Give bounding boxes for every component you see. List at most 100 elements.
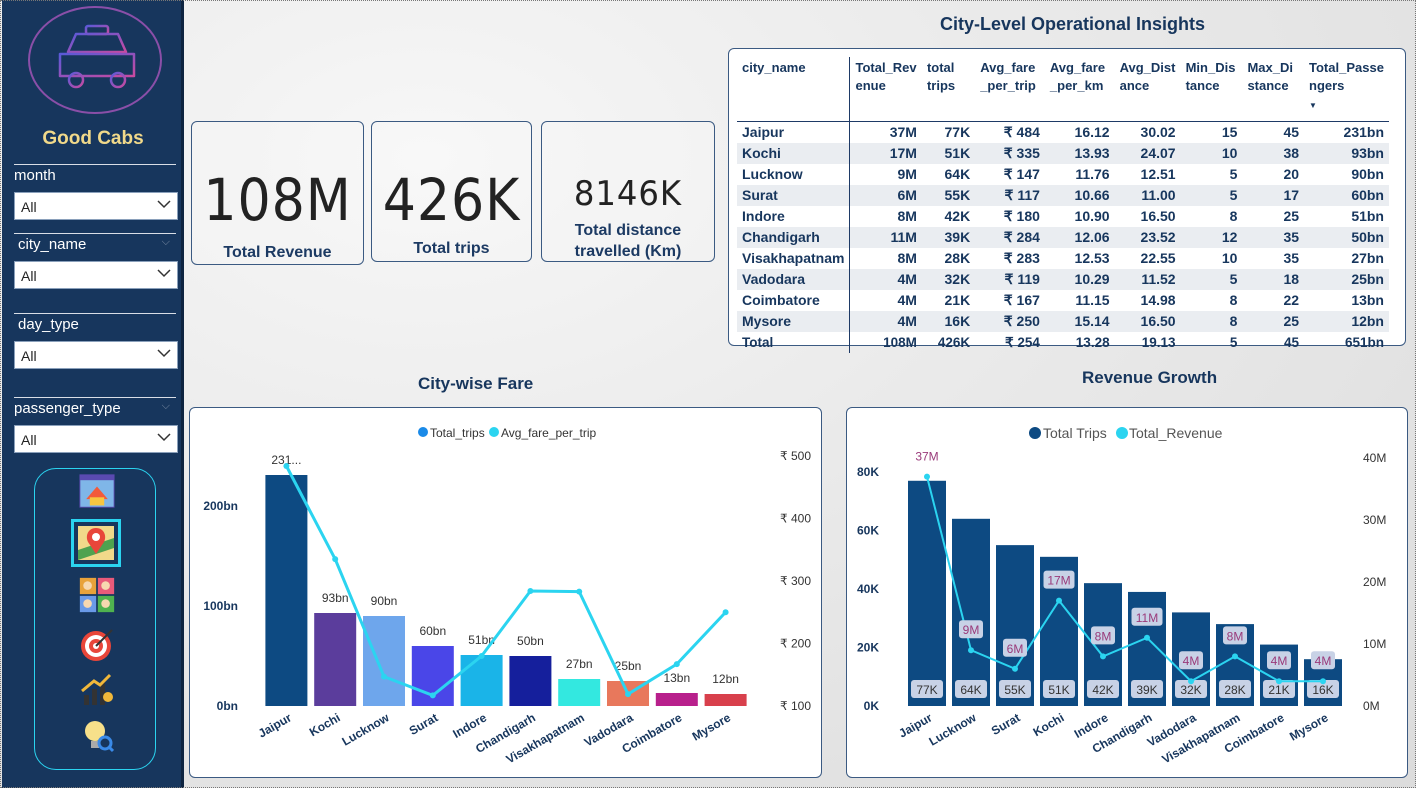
collapse-chevron-icon[interactable]: ⌵ <box>161 400 170 412</box>
bar-label: 28K <box>1224 683 1245 697</box>
bar-label: 77K <box>916 683 937 697</box>
data-label: 13bn <box>663 671 690 685</box>
legend-label: Total_trips <box>430 426 485 440</box>
line-point <box>924 473 930 480</box>
table-cell: 28K <box>944 250 971 266</box>
column-header[interactable]: Max_Di stance <box>1242 57 1305 122</box>
y-right-tick: 30M <box>1363 513 1386 527</box>
bar <box>509 656 552 706</box>
city-dropdown[interactable]: All <box>14 261 178 289</box>
table-cell: 45 <box>1283 335 1300 350</box>
table-cell: 108M <box>883 335 917 350</box>
logo <box>28 6 162 114</box>
table-row[interactable]: Coimbatore 4M 21K ₹ 167 11.15 14.98 8 22 13bn <box>737 290 1389 311</box>
legend-marker-avg-fare <box>489 427 499 437</box>
column-header[interactable]: total trips <box>921 57 976 122</box>
passenger-type-filter-label-text: passenger_type <box>14 400 121 417</box>
table-row[interactable]: Chandigarh 11M 39K ₹ 284 12.06 23.52 12 35 50bn <box>737 227 1389 248</box>
table-cell: 16K <box>921 311 976 332</box>
line-point <box>1012 665 1018 672</box>
data-label-bg <box>511 630 550 650</box>
y-right-tick: 0M <box>1363 699 1380 713</box>
bar-label-bg <box>1219 680 1251 698</box>
y-right-tick: ₹ 200 <box>780 637 811 651</box>
column-header[interactable]: city_name <box>737 57 851 122</box>
table-cell: 39K <box>921 227 976 248</box>
idea-icon[interactable] <box>79 717 115 753</box>
table-cell: 9M <box>897 166 917 182</box>
table-cell: ₹ 250 <box>975 311 1045 332</box>
table-cell: 5 <box>1180 185 1243 206</box>
month-dropdown[interactable]: All <box>14 192 178 220</box>
city-filter-label-text: city_name <box>18 236 87 253</box>
line-label-bg <box>1179 651 1203 670</box>
sidebar: Good Cabs month All city_name ⌵ All day_… <box>2 0 184 788</box>
column-header[interactable]: Avg_Dist ance <box>1114 57 1181 122</box>
table-row[interactable]: Visakhapatnam 8M 28K ₹ 283 12.53 22.55 10 35 27b… <box>737 248 1389 269</box>
chevron-down-icon <box>157 433 171 442</box>
column-header[interactable]: Total_Rev enue <box>849 57 922 122</box>
passengers-icon[interactable] <box>79 577 115 613</box>
table-cell: 10 <box>1180 143 1243 164</box>
table-row[interactable]: Mysore 4M 16K ₹ 250 15.14 16.50 8 25 12bn <box>737 311 1389 332</box>
table-cell: 10.29 <box>1044 269 1115 290</box>
line-point <box>1100 653 1106 660</box>
x-tick-label: Indore <box>450 710 489 741</box>
table-row[interactable]: Surat 6M 55K ₹ 117 10.66 11.00 5 17 60bn <box>737 185 1389 206</box>
table-total-row[interactable]: Total 108M 426K ₹ 254 13.28 19.13 5 45 651bn <box>737 332 1389 353</box>
column-header[interactable]: Avg_fare _per_trip <box>975 57 1045 122</box>
table-cell: 11.00 <box>1114 185 1181 206</box>
sort-desc-icon[interactable]: ▼ <box>1309 101 1317 110</box>
filter-label-passenger-type: passenger_type ⌵ <box>14 397 176 417</box>
line-point <box>429 692 436 699</box>
bar-label: 42K <box>1092 683 1113 697</box>
table-cell: 17 <box>1242 185 1305 206</box>
day-type-dropdown[interactable]: All <box>14 341 178 369</box>
chart2-title: Revenue Growth <box>1082 368 1218 387</box>
bar-label: 21K <box>1268 683 1289 697</box>
bar <box>265 475 308 706</box>
table-cell: 8 <box>1229 208 1238 224</box>
y-left-tick: 100bn <box>203 599 238 613</box>
y-left-tick: 60K <box>857 524 879 538</box>
bar <box>952 518 990 706</box>
table-row[interactable]: Jaipur 37M 77K ₹ 484 16.12 30.02 15 45 231bn <box>737 121 1389 143</box>
table-cell: 25 <box>1242 311 1305 332</box>
data-label: 231... <box>271 453 301 467</box>
line-label: 8M <box>1227 629 1244 643</box>
passenger-type-dropdown[interactable]: All <box>14 425 178 453</box>
kpi-card-trips: 426K Total trips <box>371 121 532 262</box>
table-row[interactable]: Kochi 17M 51K ₹ 335 13.93 24.07 10 38 93bn <box>737 143 1389 164</box>
table-cell: ₹ 167 <box>1003 292 1040 308</box>
table-cell: ₹ 484 <box>1003 124 1040 140</box>
legend-label: Total Trips <box>1043 425 1107 441</box>
target-icon[interactable] <box>79 627 115 663</box>
table-row[interactable]: Indore 8M 42K ₹ 180 10.90 16.50 8 25 51bn <box>737 206 1389 227</box>
chevron-down-icon <box>157 269 171 278</box>
table-cell: 51K <box>921 143 976 164</box>
bar-label: 16K <box>1312 683 1333 697</box>
table-cell: Lucknow <box>737 164 851 185</box>
column-header[interactable]: Total_Passe ngers ▼ <box>1304 57 1389 122</box>
column-header[interactable]: Avg_fare _per_km <box>1044 57 1115 122</box>
table-cell: 64K <box>944 166 971 182</box>
table-row[interactable]: Vadodara 4M 32K ₹ 119 10.29 11.52 5 18 25bn <box>737 269 1389 290</box>
table-cell: 651bn <box>1344 335 1384 350</box>
column-header[interactable]: Min_Dis tance <box>1180 57 1243 122</box>
y-left-tick: 80K <box>857 465 879 479</box>
line-point <box>673 661 680 668</box>
table-cell: 10.90 <box>1074 208 1110 224</box>
table-cell: 35 <box>1242 227 1305 248</box>
table-cell: ₹ 180 <box>1003 208 1040 224</box>
legend-label: Total_Revenue <box>1129 425 1223 441</box>
bar <box>460 655 503 706</box>
y-left-tick: 0K <box>864 699 880 713</box>
table-row[interactable]: Lucknow 9M 64K ₹ 147 11.76 12.51 5 20 90bn <box>737 164 1389 185</box>
x-tick-label: Mysore <box>690 710 734 743</box>
home-icon[interactable] <box>79 473 115 509</box>
table-cell: 22.55 <box>1140 250 1176 266</box>
map-pin-icon[interactable] <box>71 519 121 567</box>
growth-icon[interactable] <box>79 671 115 707</box>
table-cell: Chandigarh <box>737 227 851 248</box>
collapse-chevron-icon[interactable]: ⌵ <box>161 236 170 248</box>
